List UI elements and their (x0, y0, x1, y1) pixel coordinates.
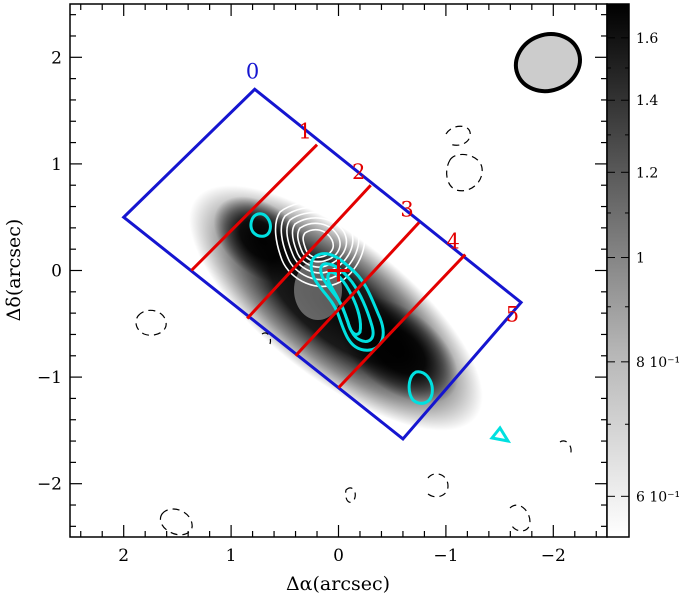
colorbar-tick-label: 6 10⁻¹ (636, 489, 680, 505)
cyan-knot-south (407, 370, 434, 405)
x-tick-label: −1 (433, 546, 458, 566)
x-tick-label: −2 (541, 546, 566, 566)
cut-lines: 1 2 3 4 (190, 120, 467, 389)
colorbar-tick-label: 1.6 (636, 31, 658, 47)
x-axis-label: Δα(arcsec) (286, 573, 390, 595)
y-axis-label: Δδ(arcsec) (3, 219, 25, 322)
y-tick-label: 0 (51, 262, 62, 282)
cut-label-4: 4 (447, 230, 460, 254)
x-tick-label: 2 (118, 546, 129, 566)
colorbar-tick-label: 1.4 (636, 93, 658, 109)
cyan-knot-north (249, 212, 272, 238)
strip-label-0: 0 (246, 60, 259, 84)
colorbar-tick-label: 1 (636, 251, 645, 267)
x-tick-label: 0 (333, 546, 344, 566)
colorbar-gradient (606, 3, 630, 538)
cyan-knot-east (489, 425, 512, 444)
cut-line-4 (337, 253, 467, 389)
cut-label-3: 3 (400, 198, 413, 222)
y-tick-label: 2 (51, 48, 62, 68)
plot-area: 1 2 3 4 (70, 4, 607, 537)
cut-line-3 (294, 221, 421, 357)
emission-blob-gap (294, 260, 342, 320)
colorbar-tick-labels: 6 10⁻¹ 8 10⁻¹ 1 1.2 1.4 1.6 (636, 31, 680, 506)
x-tick-label: 1 (226, 546, 237, 566)
colorbar-ticks (607, 37, 629, 497)
beam-ellipse (513, 32, 582, 94)
colorbar-tick-label: 8 10⁻¹ (636, 355, 680, 371)
cut-line-1 (190, 143, 319, 272)
cut-line-2 (246, 184, 372, 320)
colorbar-tick-label: 1.2 (636, 165, 658, 181)
y-tick-label: 1 (51, 155, 62, 175)
reference-cross (327, 259, 350, 282)
axis-ticks (70, 4, 607, 537)
cyan-contours (249, 212, 512, 444)
emission-blob-core-north (213, 196, 311, 284)
axis-tick-labels: 2 1 0 −1 −2 −2 −1 0 1 2 (37, 48, 566, 566)
colorbar: 6 10⁻¹ 8 10⁻¹ 1 1.2 1.4 1.6 (606, 3, 680, 538)
negative-contours (135, 125, 572, 536)
cut-label-2: 2 (352, 160, 365, 184)
strip-box (121, 87, 524, 441)
y-tick-label: −1 (37, 368, 62, 388)
y-tick-label: −2 (37, 475, 62, 495)
strip-label-5: 5 (506, 303, 519, 327)
cut-label-1: 1 (298, 120, 311, 144)
